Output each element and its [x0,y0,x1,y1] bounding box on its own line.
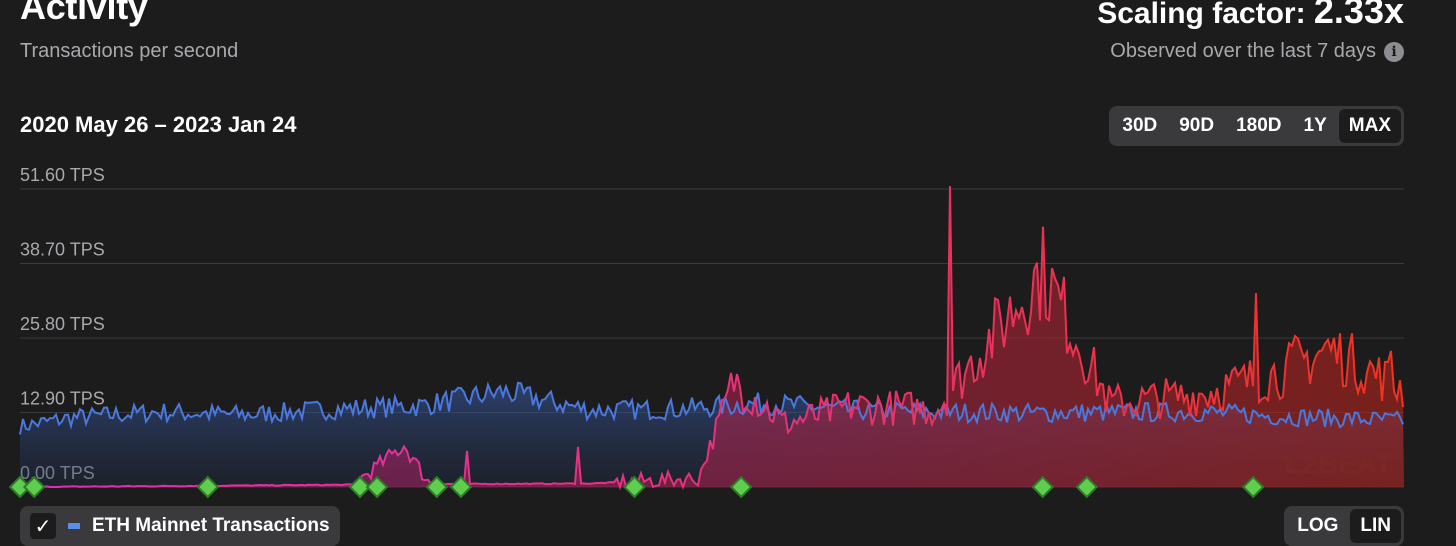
milestone-marker[interactable] [623,475,646,499]
legend-swatch [68,523,80,529]
scaling-factor-label: Scaling factor: [1097,0,1306,30]
chart-series [19,185,1404,491]
milestone-marker[interactable] [729,475,753,499]
milestone-marker[interactable] [449,475,473,499]
checkmark-icon[interactable]: ✓ [30,513,56,539]
y-tick-label: 38.70 TPS [20,240,105,260]
info-icon[interactable]: i [1384,41,1404,62]
milestone-marker[interactable] [22,475,46,499]
timeframe-30d-button[interactable]: 30D [1122,115,1158,136]
milestone-marker[interactable] [196,475,220,499]
chart-markers [8,475,1265,499]
milestone-marker[interactable] [1075,475,1099,499]
l2-area [20,186,1404,487]
milestone-marker[interactable] [365,475,389,499]
milestone-marker[interactable] [1241,475,1265,499]
milestone-marker[interactable] [8,475,32,499]
observed-text: Observed over the last 7 days [1110,40,1376,62]
timeframe-1y-button[interactable]: 1Y [1303,115,1327,136]
y-tick-label: 25.80 TPS [20,314,105,334]
lin-scale-button[interactable]: LIN [1350,509,1401,543]
page-title: Activity [20,0,148,27]
timeframe-180d-button[interactable]: 180D [1236,115,1282,136]
milestone-marker[interactable] [348,475,372,499]
scale-toggle: LOG LIN [1284,506,1404,546]
y-tick-label: 12.90 TPS [20,389,105,409]
scaling-factor-value: 2.33x [1313,0,1404,31]
l2beat-watermark: L2BEAT [1285,448,1392,479]
timeframe-max-button[interactable]: MAX [1338,109,1401,143]
milestone-marker[interactable] [425,475,449,499]
legend-label: ETH Mainnet Transactions [92,515,330,536]
page-subtitle: Transactions per second [20,40,239,62]
y-tick-label: 51.60 TPS [20,165,105,185]
eth-line [19,381,1404,435]
legend-eth-mainnet[interactable]: ✓ ETH Mainnet Transactions [20,506,340,546]
l2-line [19,185,1404,491]
milestone-marker[interactable] [1031,475,1055,499]
scaling-factor: Scaling factor: 2.33x [1097,0,1404,32]
observed-note: Observed over the last 7 days i [1110,40,1404,63]
timeframe-selector: 30D 90D 180D 1Y MAX [1109,106,1404,146]
log-scale-button[interactable]: LOG [1297,515,1339,536]
timeframe-90d-button[interactable]: 90D [1179,115,1215,136]
date-range-label: 2020 May 26 – 2023 Jan 24 [20,112,297,137]
